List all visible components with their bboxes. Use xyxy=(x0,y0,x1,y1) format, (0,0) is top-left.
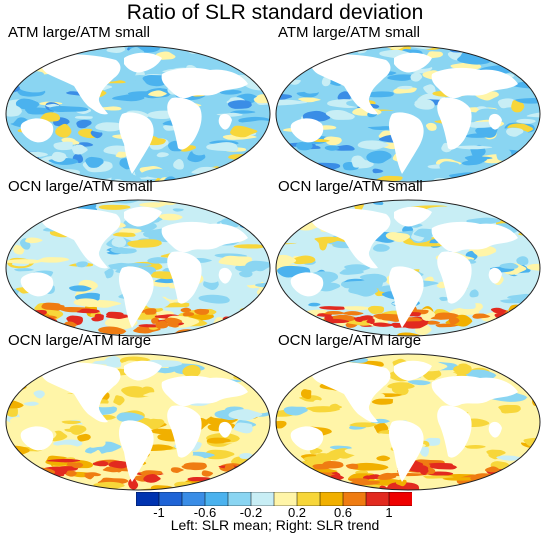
colorbar-swatch xyxy=(136,492,160,506)
colorbar-swatch xyxy=(388,492,412,506)
map-panel-6: OCN large/ATM large xyxy=(274,332,542,494)
map-panel-4: OCN large/ATM small xyxy=(274,178,542,340)
colorbar-swatch xyxy=(296,492,321,506)
world-map xyxy=(5,353,271,491)
world-map xyxy=(5,199,271,337)
colorbar-tick-label: -1 xyxy=(153,505,165,520)
world-map xyxy=(275,353,541,491)
colorbar-swatch xyxy=(273,492,298,506)
world-map xyxy=(5,45,271,183)
colorbar-swatch xyxy=(319,492,344,506)
panel-title: OCN large/ATM large xyxy=(8,332,152,349)
map-panel-1: ATM large/ATM small xyxy=(4,24,272,186)
colorbar-swatch xyxy=(158,492,183,506)
colorbar-swatch xyxy=(250,492,275,506)
figure-title: Ratio of SLR standard deviation xyxy=(126,1,424,24)
colorbar-swatch xyxy=(204,492,229,506)
colorbar-swatch xyxy=(342,492,367,506)
panel-title: OCN large/ATM large xyxy=(278,332,422,349)
colorbar xyxy=(136,492,412,506)
colorbar-tick-label: -0.2 xyxy=(239,505,263,520)
colorbar-tick-label: -0.6 xyxy=(193,505,217,520)
colorbar-tick-label: 1 xyxy=(385,505,393,520)
panel-title: OCN large/ATM small xyxy=(278,178,423,195)
colorbar-swatch xyxy=(365,492,390,506)
colorbar-caption: Left: SLR mean; Right: SLR trend xyxy=(170,517,380,533)
map-panel-3: OCN large/ATM small xyxy=(4,178,272,340)
map-panel-5: OCN large/ATM large xyxy=(4,332,272,494)
panel-title: ATM large/ATM small xyxy=(278,24,420,41)
colorbar-ticks: -1 -0.6 -0.2 0.2 0.6 1 xyxy=(136,505,412,520)
world-map xyxy=(275,199,541,337)
colorbar-swatch xyxy=(181,492,206,506)
colorbar-tick-label: 0.6 xyxy=(333,505,353,520)
panel-title: ATM large/ATM small xyxy=(8,24,150,41)
panel-title: OCN large/ATM small xyxy=(8,178,153,195)
colorbar-svg xyxy=(136,492,412,506)
colorbar-tick-label: 0.2 xyxy=(287,505,307,520)
map-panel-2: ATM large/ATM small xyxy=(274,24,542,186)
world-map xyxy=(275,45,541,183)
colorbar-swatch xyxy=(227,492,252,506)
